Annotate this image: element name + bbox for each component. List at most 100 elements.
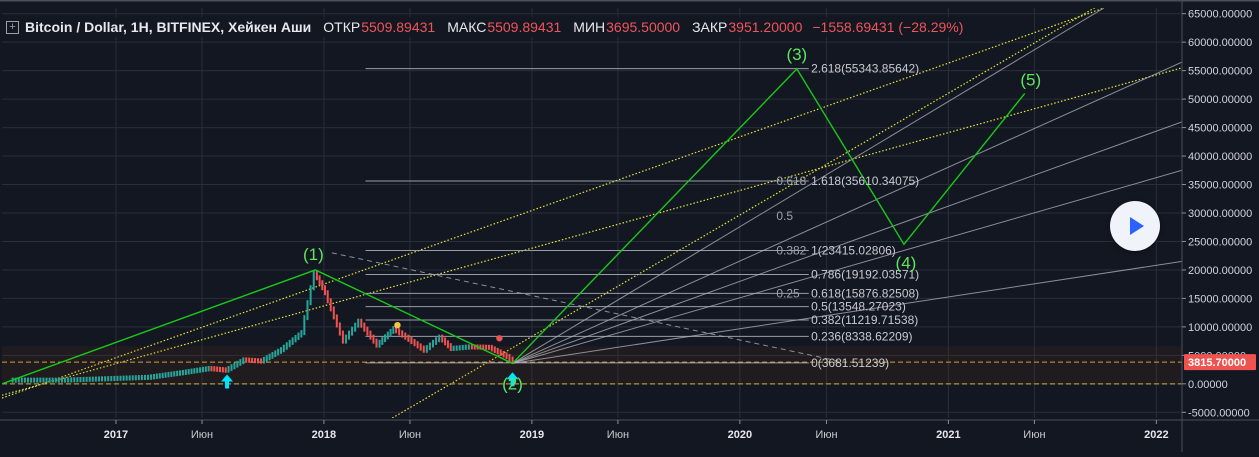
- price-candle: [137, 375, 140, 381]
- channel-line: [2, 67, 1182, 396]
- price-candle: [351, 326, 354, 336]
- price-candle: [187, 369, 190, 375]
- wave-label: (1): [303, 245, 324, 264]
- price-candle: [70, 377, 73, 383]
- price-candle: [300, 330, 303, 338]
- price-candle: [303, 315, 306, 336]
- price-candle: [60, 377, 63, 383]
- price-candle: [167, 371, 170, 378]
- price-candle: [416, 341, 419, 349]
- time-axis-label: 2020: [728, 429, 752, 441]
- price-candle: [236, 360, 239, 368]
- time-axis-label: 2019: [520, 429, 544, 441]
- price-candle: [51, 377, 54, 383]
- fib-level-label: 0.5(13548.27023): [811, 300, 906, 314]
- high-label: МАКС: [447, 19, 487, 35]
- time-axis-label: Июн: [191, 429, 213, 441]
- price-candle: [57, 377, 60, 383]
- price-candle: [464, 344, 467, 350]
- price-candle: [279, 347, 282, 354]
- price-candle: [259, 358, 262, 364]
- price-candle: [224, 367, 227, 373]
- time-axis-label: Июн: [1023, 429, 1045, 441]
- price-candle: [113, 375, 116, 382]
- fan-level-label: 0.382: [776, 243, 806, 257]
- price-candle: [375, 338, 378, 348]
- price-candle: [161, 372, 164, 379]
- price-candle: [502, 350, 505, 358]
- high-value: 5509.89431: [487, 19, 562, 35]
- price-candle: [312, 270, 315, 291]
- price-candle: [479, 344, 482, 350]
- price-candle: [30, 377, 33, 383]
- price-candle: [190, 368, 193, 375]
- price-candle: [17, 377, 20, 383]
- symbol-title[interactable]: Bitcoin / Dollar, 1H, BITFINEX, Хейкен А…: [25, 19, 312, 35]
- price-candle: [461, 344, 464, 351]
- price-candle: [288, 339, 291, 348]
- price-candle: [201, 366, 204, 373]
- price-candle: [435, 337, 438, 345]
- price-candle: [23, 377, 26, 383]
- price-axis-label: 65000.00000: [1188, 9, 1252, 21]
- wave-label: (3): [786, 45, 807, 64]
- price-candle: [251, 357, 254, 363]
- signal-up-arrow-icon: [221, 374, 234, 389]
- current-price-label: 3815.70000: [1188, 357, 1246, 369]
- price-candle: [119, 375, 122, 381]
- time-axis-label: 2018: [312, 429, 336, 441]
- price-candle: [369, 330, 372, 340]
- price-candle: [122, 375, 125, 381]
- price-candle: [199, 367, 202, 373]
- time-axis-label: Июн: [399, 429, 421, 441]
- price-candle: [179, 370, 182, 376]
- price-candle: [73, 377, 76, 383]
- price-candle: [326, 290, 329, 304]
- price-candle: [27, 377, 30, 383]
- chart-legend-header: + Bitcoin / Dollar, 1H, BITFINEX, Хейкен…: [6, 17, 964, 37]
- fan-level-label: 0.5: [776, 209, 793, 223]
- price-candle: [357, 318, 360, 328]
- plot-layer: [2, 8, 1182, 418]
- price-candle: [511, 356, 514, 365]
- fib-level-label: 1.618(35610.34075): [811, 174, 919, 188]
- price-candle: [508, 354, 511, 362]
- fan-line: [512, 8, 1105, 364]
- price-candle: [94, 376, 97, 382]
- price-candle: [20, 377, 23, 383]
- price-candle: [499, 349, 502, 356]
- price-candle: [487, 344, 490, 350]
- play-button[interactable]: [1110, 201, 1160, 251]
- fan-level-label: 0.618: [776, 174, 806, 188]
- signal-dot: [394, 321, 401, 329]
- current-price-tag: [1184, 354, 1256, 371]
- expand-plus-icon[interactable]: +: [6, 20, 19, 34]
- price-candle: [285, 342, 288, 350]
- price-candle: [348, 330, 351, 340]
- fib-level-label: 0.236(8338.62209): [811, 329, 912, 343]
- fan-level-label: 0.25: [776, 286, 800, 300]
- price-candle: [332, 306, 335, 320]
- price-candle: [76, 377, 79, 383]
- price-candle: [147, 374, 150, 380]
- price-candle: [294, 334, 297, 343]
- price-candle: [42, 377, 45, 383]
- price-candle: [318, 275, 321, 286]
- price-axis-label: 35000.00000: [1188, 180, 1252, 192]
- price-candle: [230, 364, 233, 371]
- price-candle: [221, 367, 224, 373]
- price-candle: [338, 322, 341, 336]
- price-candle: [268, 353, 271, 361]
- price-candle: [107, 376, 110, 382]
- price-candle: [341, 330, 344, 344]
- price-candle: [482, 344, 485, 350]
- price-candle: [248, 357, 251, 363]
- price-candle: [48, 377, 51, 383]
- fan-line: [512, 61, 1182, 364]
- fib-level-label: 1(23415.02806): [811, 243, 896, 257]
- signal-up-arrow-icon: [506, 372, 519, 387]
- price-candle: [210, 365, 213, 372]
- price-axis-label: 20000.00000: [1188, 265, 1252, 277]
